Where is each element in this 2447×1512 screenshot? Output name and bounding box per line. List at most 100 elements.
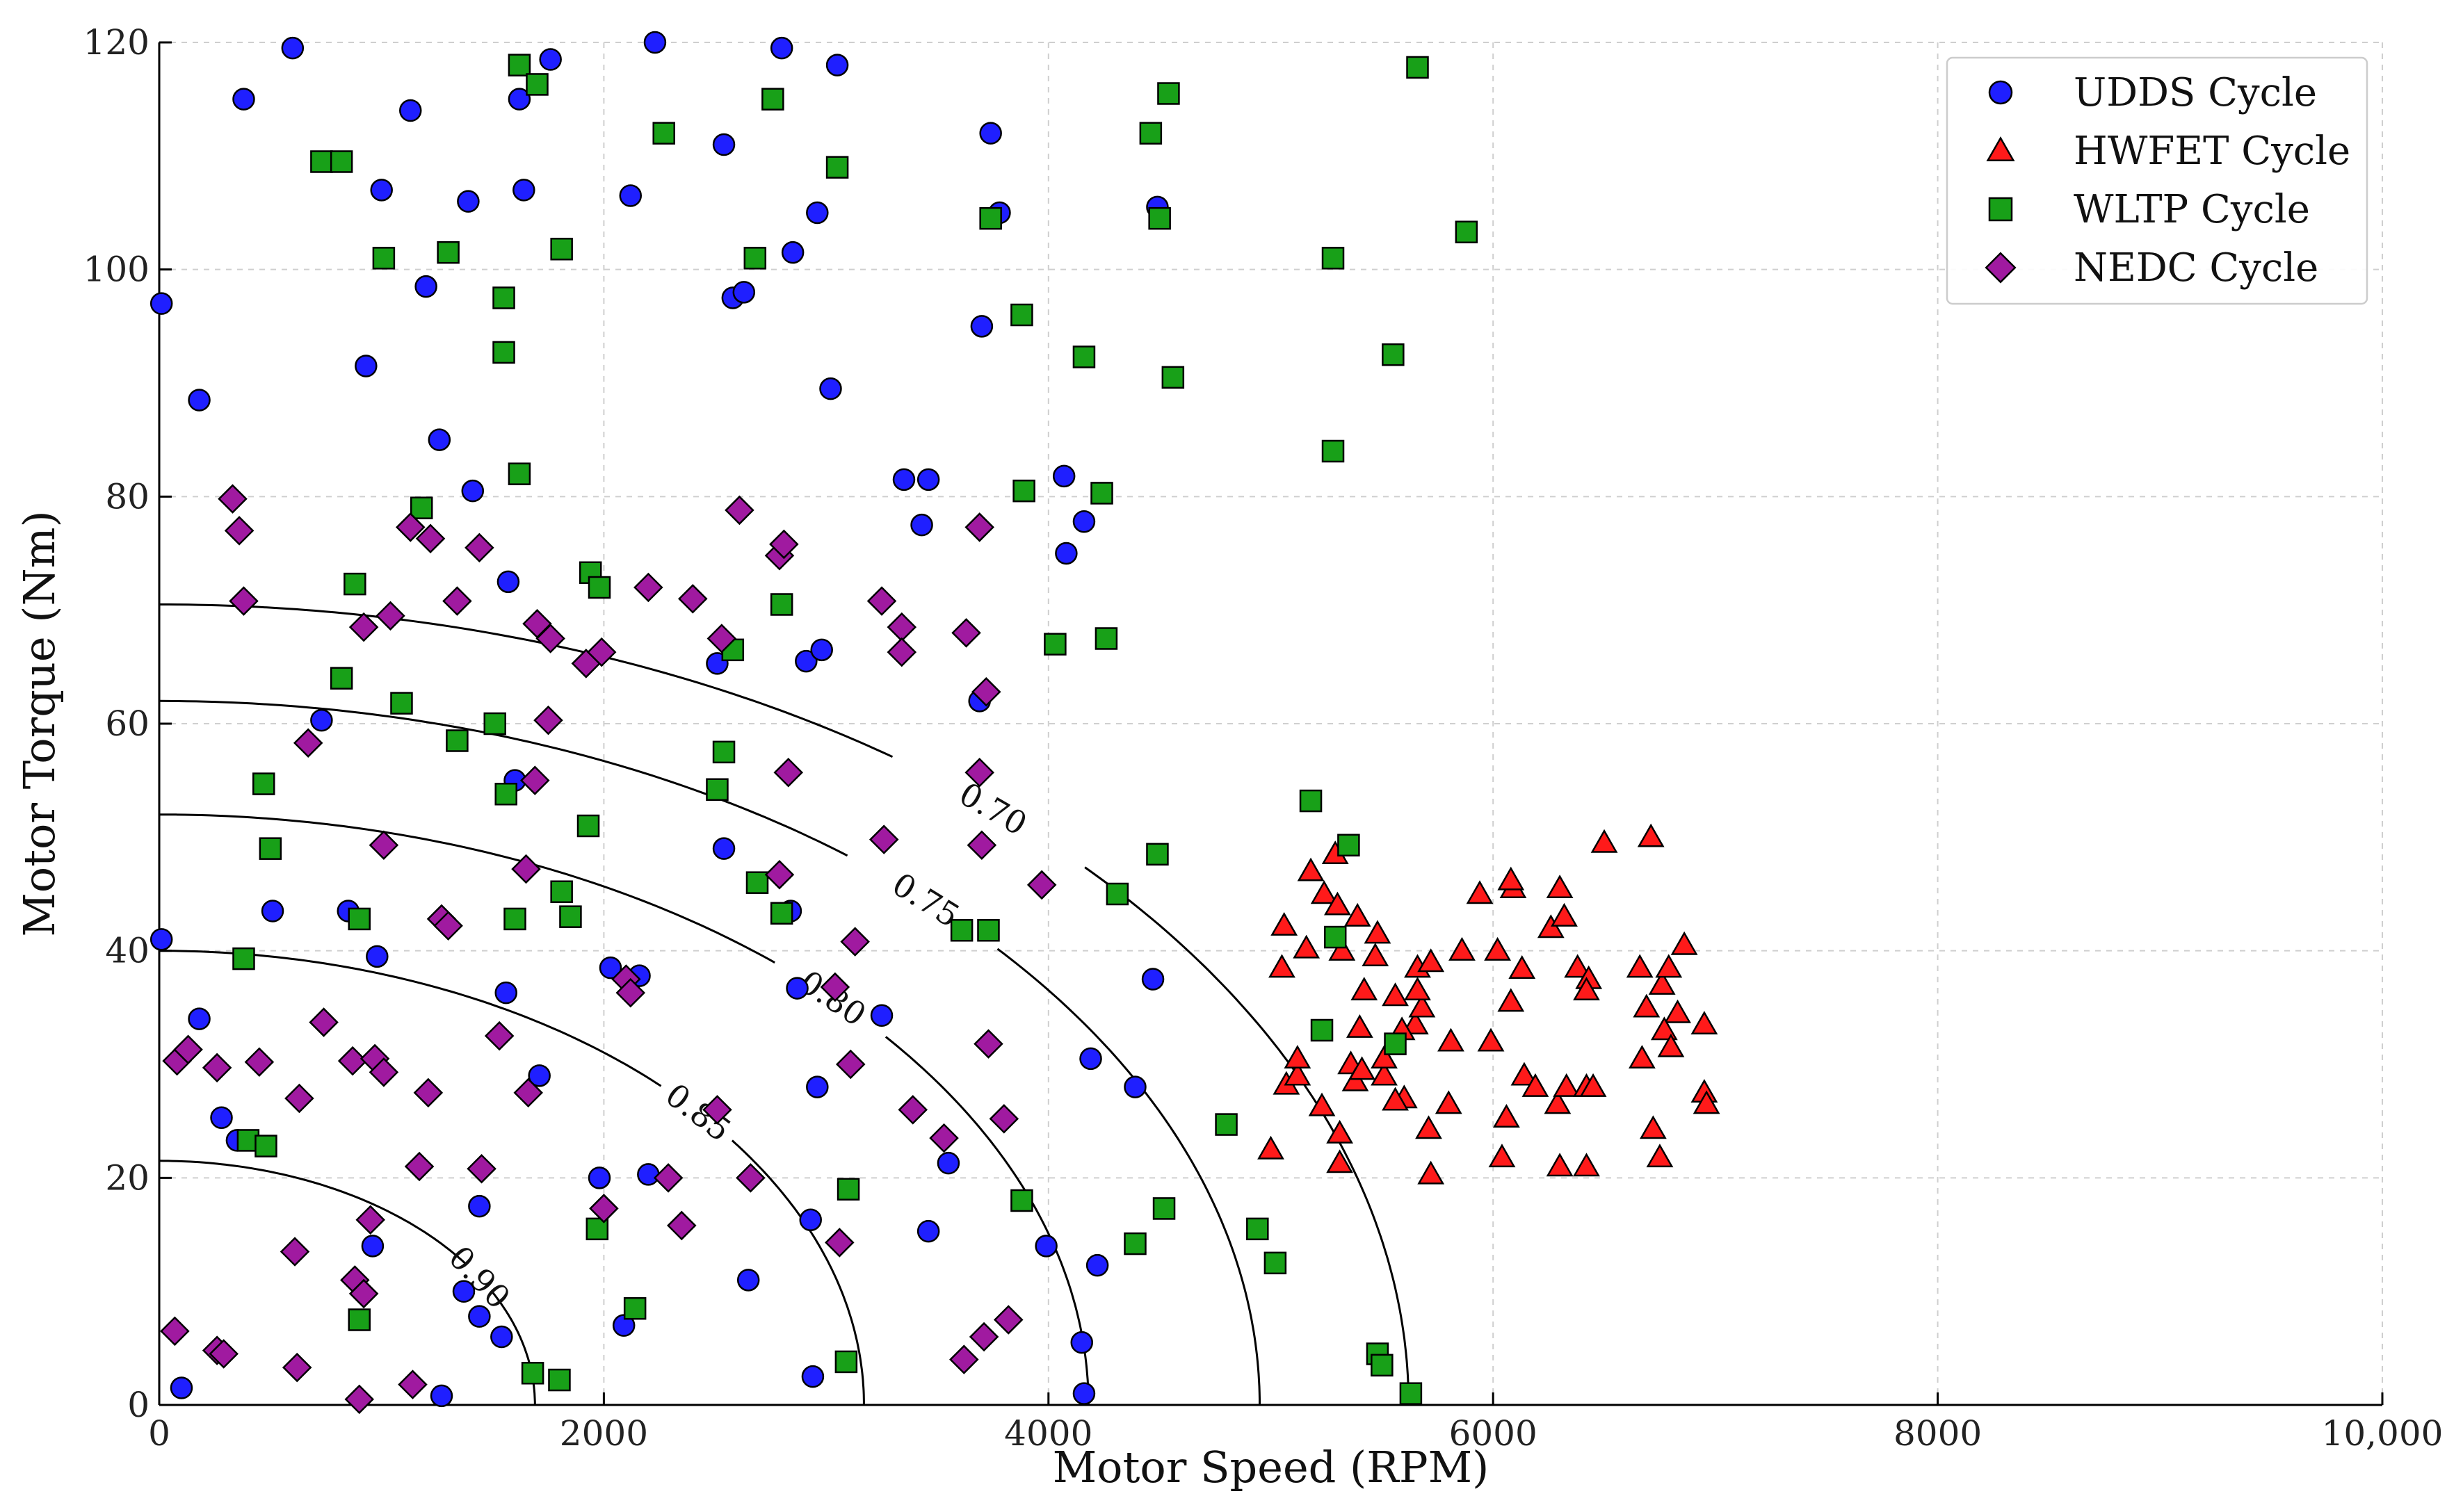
data-point [398, 1369, 428, 1399]
data-point [1435, 1090, 1462, 1114]
data-point [465, 533, 494, 563]
data-point [1161, 366, 1185, 389]
data-point [1257, 1135, 1284, 1160]
data-point [599, 956, 622, 979]
data-point [284, 1083, 314, 1114]
data-point [202, 1052, 232, 1083]
data-point [619, 184, 643, 207]
data-point [468, 1194, 491, 1218]
data-point [964, 512, 994, 542]
grid-lines [159, 42, 2383, 1405]
data-point [330, 150, 353, 173]
data-point [1590, 829, 1618, 853]
data-point [1090, 482, 1113, 505]
data-point [825, 156, 849, 179]
data-point [1324, 891, 1351, 916]
data-point [736, 1163, 766, 1193]
data-point [825, 1228, 855, 1258]
data-point [533, 705, 563, 735]
data-point [330, 667, 353, 690]
data-point [170, 1376, 193, 1399]
data-point [521, 1362, 544, 1385]
data-point [1546, 875, 1574, 899]
data-point [348, 1308, 371, 1331]
data-point [1382, 1087, 1409, 1111]
data-point [576, 814, 600, 838]
data-point [1693, 1090, 1720, 1114]
data-point [255, 1135, 277, 1157]
data-point [870, 1004, 894, 1027]
data-point [887, 612, 917, 642]
contour-line [159, 1160, 536, 1405]
contour-label: 0.70 [953, 775, 1033, 843]
data-point [535, 624, 565, 653]
legend-label: UDDS Cycle [2074, 70, 2317, 115]
data-point [916, 1219, 940, 1243]
data-point [1072, 346, 1096, 368]
data-point [732, 281, 756, 304]
data-point [1052, 464, 1076, 488]
data-point [743, 247, 767, 270]
data-point [1637, 823, 1665, 847]
data-point [361, 1235, 385, 1258]
data-point [224, 516, 255, 546]
data-point [1072, 1382, 1096, 1405]
data-point [1573, 977, 1600, 1001]
data-point [971, 676, 1001, 707]
data-point [355, 355, 378, 377]
data-point [588, 1166, 611, 1189]
data-point [825, 54, 849, 76]
data-point [1146, 843, 1169, 866]
data-point [550, 880, 573, 903]
data-point [1415, 1115, 1442, 1139]
data-point [520, 765, 550, 795]
data-point [964, 757, 994, 788]
data-point [702, 1095, 732, 1125]
data-point [1346, 1014, 1373, 1038]
data-point [989, 1104, 1019, 1134]
data-point [1364, 920, 1391, 944]
axes: 0 2000 4000 6000 8000 10,000 0 20 40 60 80 100 120 [83, 22, 2444, 1454]
data-point [653, 1163, 684, 1193]
data-point [280, 1237, 310, 1267]
data-point [348, 612, 379, 642]
data-point [1148, 206, 1171, 230]
data-point [210, 1106, 233, 1130]
y-tick-label: 20 [105, 1157, 150, 1198]
data-point [413, 1078, 444, 1108]
data-point [1085, 1253, 1109, 1277]
data-point [1321, 439, 1345, 463]
data-point [484, 1021, 515, 1051]
data-point [950, 919, 974, 942]
data-point [1553, 1073, 1581, 1097]
data-point [1044, 633, 1067, 656]
data-point [188, 1007, 211, 1030]
data-point [310, 708, 333, 732]
data-point [786, 977, 809, 1000]
data-point [1508, 955, 1536, 979]
data-point [410, 496, 433, 519]
data-point [1095, 627, 1118, 650]
data-point [490, 1325, 513, 1349]
data-point [1270, 911, 1298, 936]
data-point [1655, 954, 1683, 978]
data-point [1399, 1382, 1423, 1405]
data-point [770, 36, 793, 60]
data-point [282, 1352, 312, 1383]
data-point [1070, 1331, 1094, 1354]
data-point [643, 31, 667, 54]
data-point [511, 854, 541, 884]
data-point [910, 513, 933, 537]
series-triangle [1257, 823, 1720, 1185]
data-point [261, 900, 284, 922]
data-point [150, 928, 173, 951]
data-point [252, 772, 275, 795]
data-point [1466, 880, 1494, 904]
data-point [1035, 1235, 1058, 1258]
x-tick-label: 10,000 [2322, 1413, 2444, 1454]
data-point [1551, 902, 1578, 927]
data-point [232, 88, 255, 111]
data-point [344, 1384, 374, 1415]
data-point [1141, 968, 1165, 991]
data-point [712, 837, 736, 860]
